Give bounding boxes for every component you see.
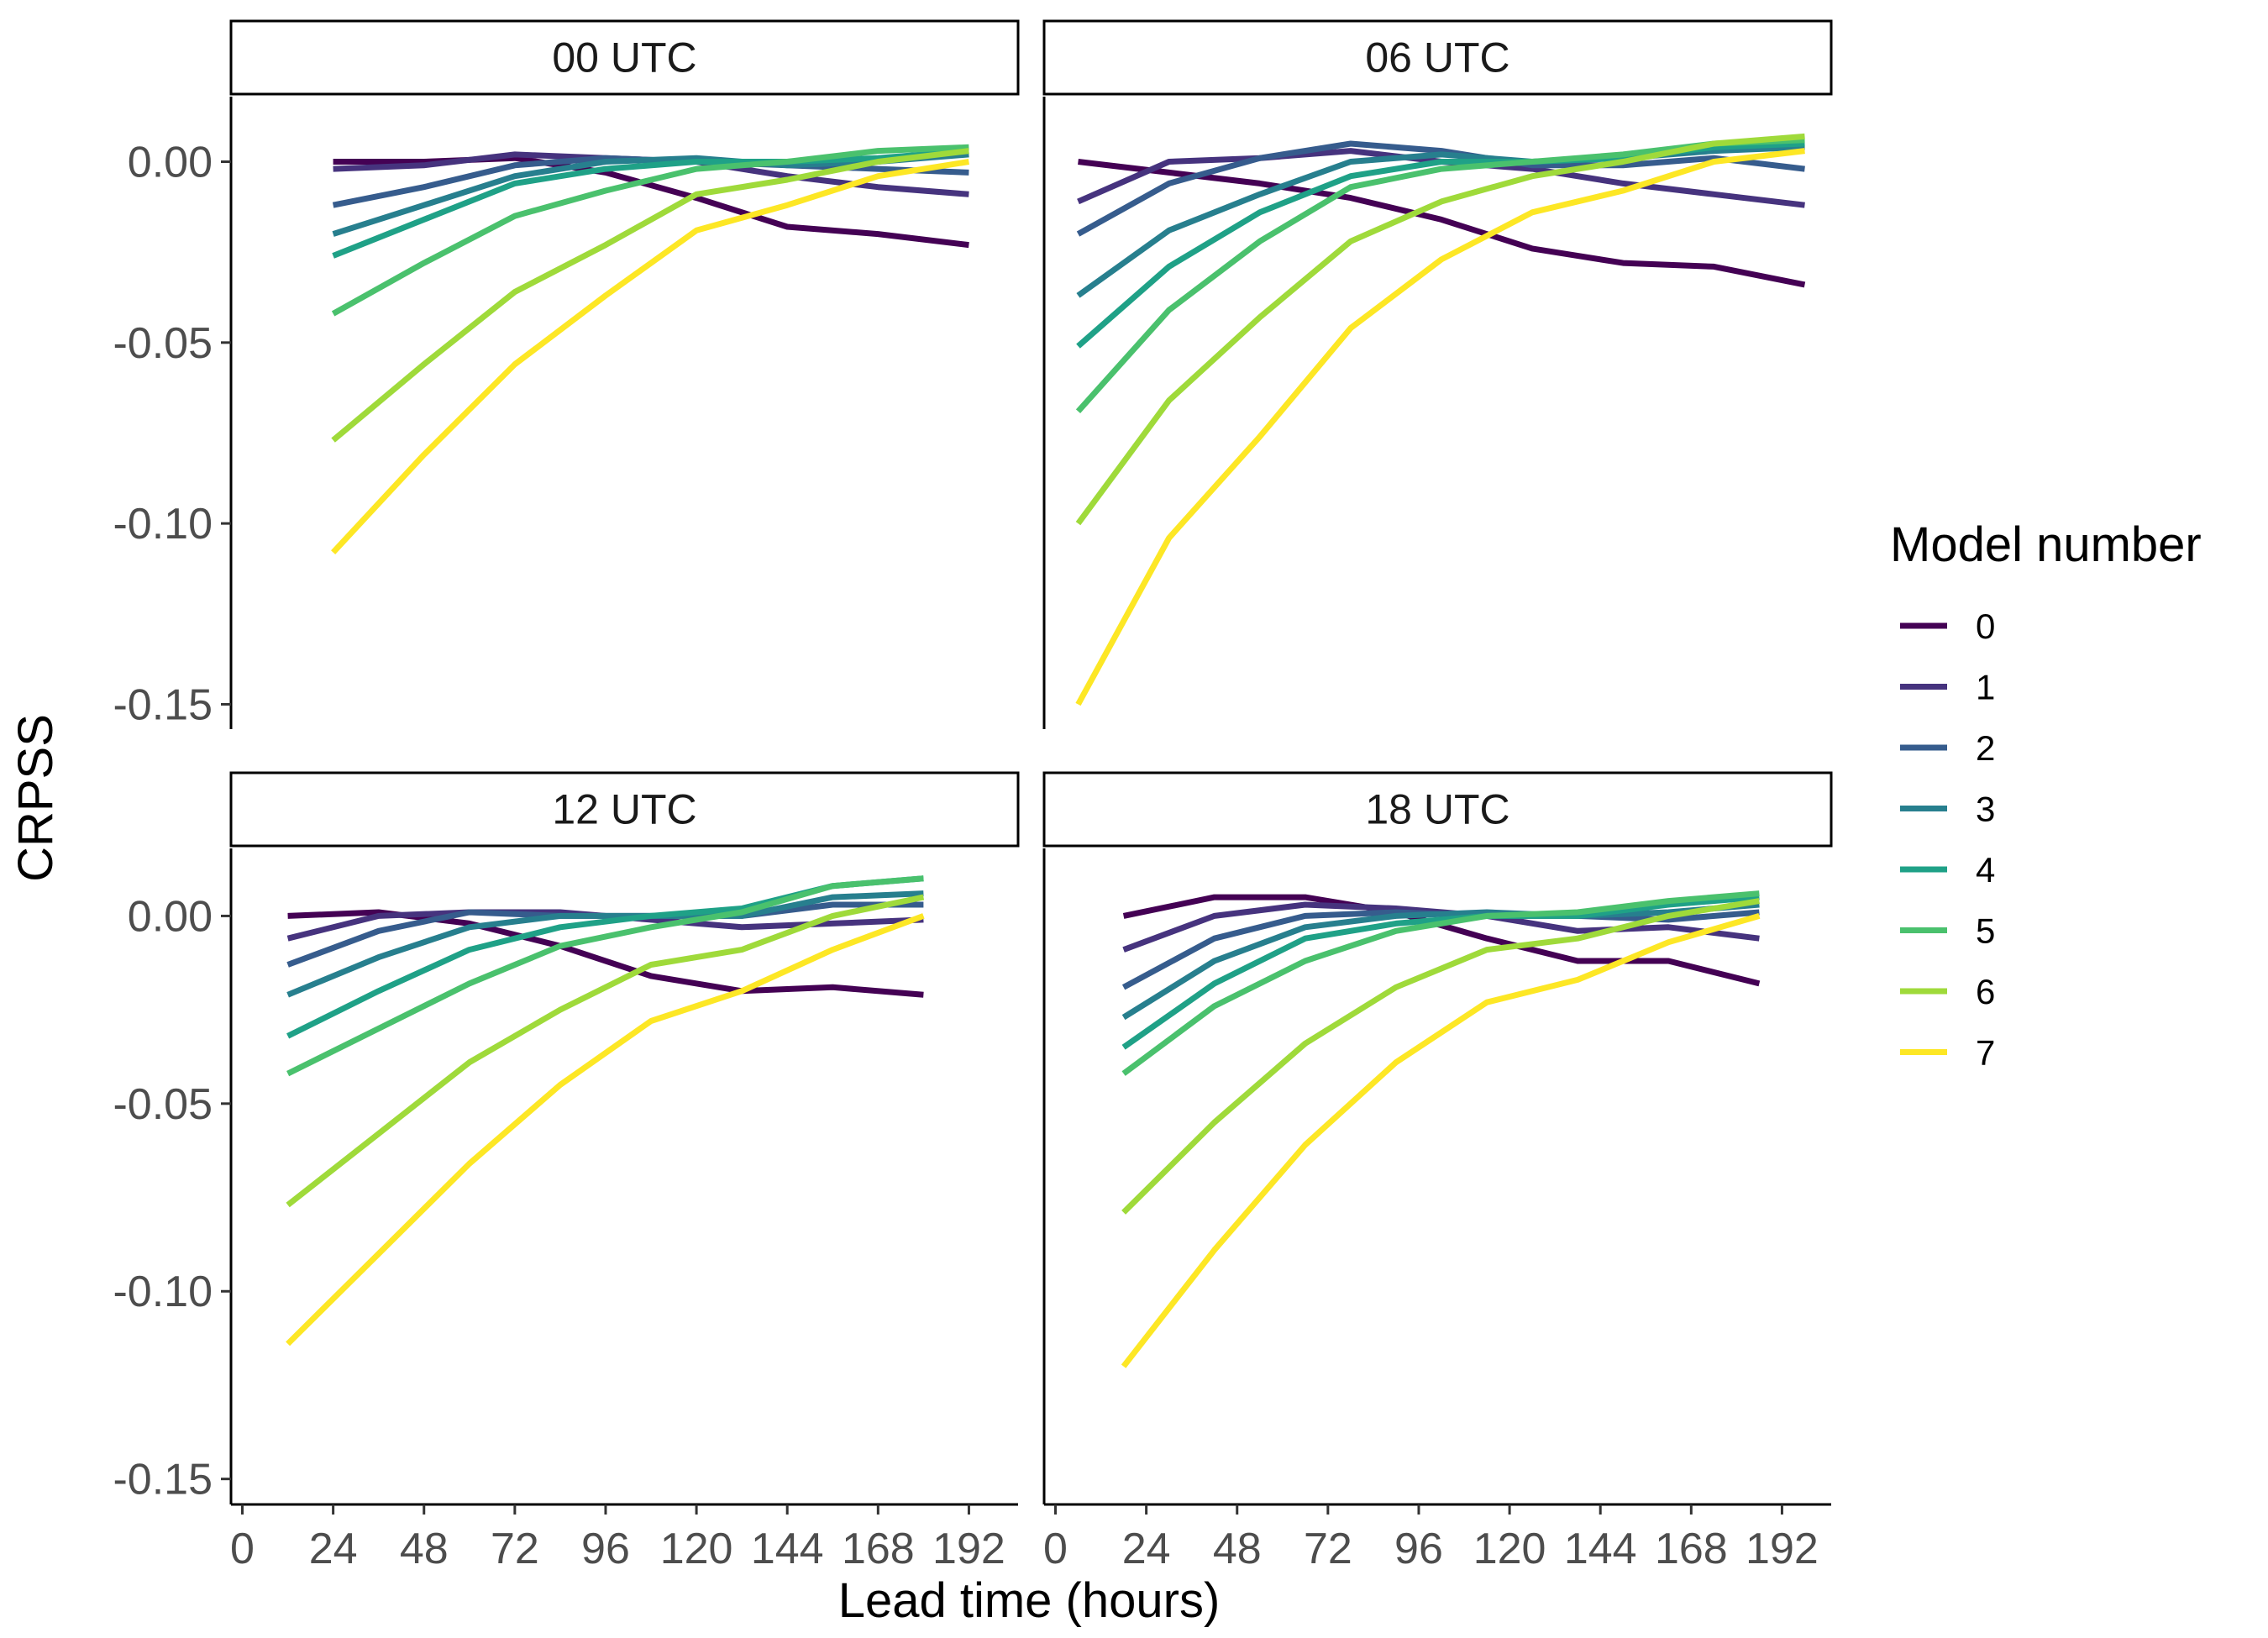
series-line-4 bbox=[332, 148, 969, 259]
x-tick-label: 168 bbox=[1655, 1525, 1728, 1573]
series-line-6 bbox=[286, 894, 925, 1208]
y-axis-title: CRPSS bbox=[8, 714, 63, 882]
panel-title: 00 UTC bbox=[552, 34, 696, 81]
x-tick-label: 0 bbox=[230, 1525, 255, 1573]
series-line-2 bbox=[1076, 140, 1805, 237]
panel-strip bbox=[229, 771, 1020, 848]
panel-1: 00 UTC 0.00 -0.05 -0.10 -0.15 bbox=[113, 19, 1020, 729]
panel-3: 12 UTC 0.00 -0.05 -0.10 -0.15 0 24 48 72 96 120 144… bbox=[113, 771, 1020, 1573]
panel-strip bbox=[1042, 771, 1833, 848]
x-tick-label: 48 bbox=[1213, 1525, 1262, 1573]
x-tick-label: 96 bbox=[581, 1525, 630, 1573]
series-line-3 bbox=[1121, 901, 1760, 1021]
x-tick-label: 0 bbox=[1043, 1525, 1068, 1573]
panel-2: 06 UTC bbox=[1042, 19, 1833, 729]
panels: 00 UTC 0.00 -0.05 -0.10 -0.15 06 UTC 12 UTC 0.0… bbox=[113, 19, 1833, 1573]
x-tick-label: 48 bbox=[400, 1525, 449, 1573]
legend-label-0: 0 bbox=[1976, 606, 1995, 646]
series-line-6 bbox=[1075, 133, 1805, 526]
legend: Model number 0 1 2 3 4 5 6 7 bbox=[1890, 517, 2202, 1073]
panel-title: 06 UTC bbox=[1365, 34, 1509, 81]
y-tick-label: -0.15 bbox=[113, 680, 213, 729]
x-tick-label: 72 bbox=[1304, 1525, 1352, 1573]
series-line-6 bbox=[331, 148, 969, 443]
y-tick-label: -0.15 bbox=[113, 1456, 213, 1504]
x-tick-label: 144 bbox=[1564, 1525, 1637, 1573]
panel-strip bbox=[1042, 19, 1833, 96]
series-line-7 bbox=[331, 159, 969, 554]
legend-label-4: 4 bbox=[1976, 850, 1995, 890]
series-line-3 bbox=[286, 890, 924, 998]
legend-title: Model number bbox=[1890, 517, 2202, 572]
series-line-5 bbox=[286, 875, 924, 1077]
y-tick-label: -0.05 bbox=[113, 319, 213, 368]
y-tick-label: 0.00 bbox=[128, 139, 213, 187]
x-tick-label: 120 bbox=[660, 1525, 733, 1573]
x-tick-label: 120 bbox=[1473, 1525, 1546, 1573]
x-tick-label: 24 bbox=[309, 1525, 358, 1573]
x-tick-label: 192 bbox=[932, 1525, 1005, 1573]
series-line-7 bbox=[286, 913, 925, 1347]
x-tick-label: 96 bbox=[1394, 1525, 1443, 1573]
legend-label-3: 3 bbox=[1976, 790, 1995, 829]
panel-title: 12 UTC bbox=[552, 786, 696, 833]
series-line-4 bbox=[1121, 894, 1760, 1050]
y-tick-label: 0.00 bbox=[128, 892, 213, 941]
legend-label-1: 1 bbox=[1976, 668, 1995, 707]
y-tick-label: -0.10 bbox=[113, 1268, 213, 1316]
x-tick-label: 144 bbox=[751, 1525, 824, 1573]
series-line-5 bbox=[331, 144, 969, 317]
x-tick-label: 192 bbox=[1746, 1525, 1819, 1573]
series-line-6 bbox=[1121, 898, 1760, 1215]
legend-label-6: 6 bbox=[1976, 972, 1995, 1011]
series-line-7 bbox=[1075, 148, 1805, 706]
panel-4: 18 UTC 0 24 48 72 96 120 144 168 192 bbox=[1042, 771, 1833, 1573]
y-tick-label: -0.10 bbox=[113, 500, 213, 549]
legend-label-2: 2 bbox=[1976, 728, 1995, 768]
x-axis-title: Lead time (hours) bbox=[838, 1573, 1221, 1628]
panel-title: 18 UTC bbox=[1365, 786, 1509, 833]
x-tick-label: 72 bbox=[491, 1525, 539, 1573]
x-tick-label: 168 bbox=[842, 1525, 915, 1573]
y-tick-label: -0.05 bbox=[113, 1080, 213, 1129]
series-line-5 bbox=[1121, 890, 1760, 1076]
panel-strip bbox=[229, 19, 1020, 96]
legend-label-7: 7 bbox=[1976, 1033, 1995, 1073]
x-tick-label: 24 bbox=[1122, 1525, 1171, 1573]
series-line-7 bbox=[1121, 913, 1761, 1368]
legend-label-5: 5 bbox=[1976, 911, 1995, 951]
